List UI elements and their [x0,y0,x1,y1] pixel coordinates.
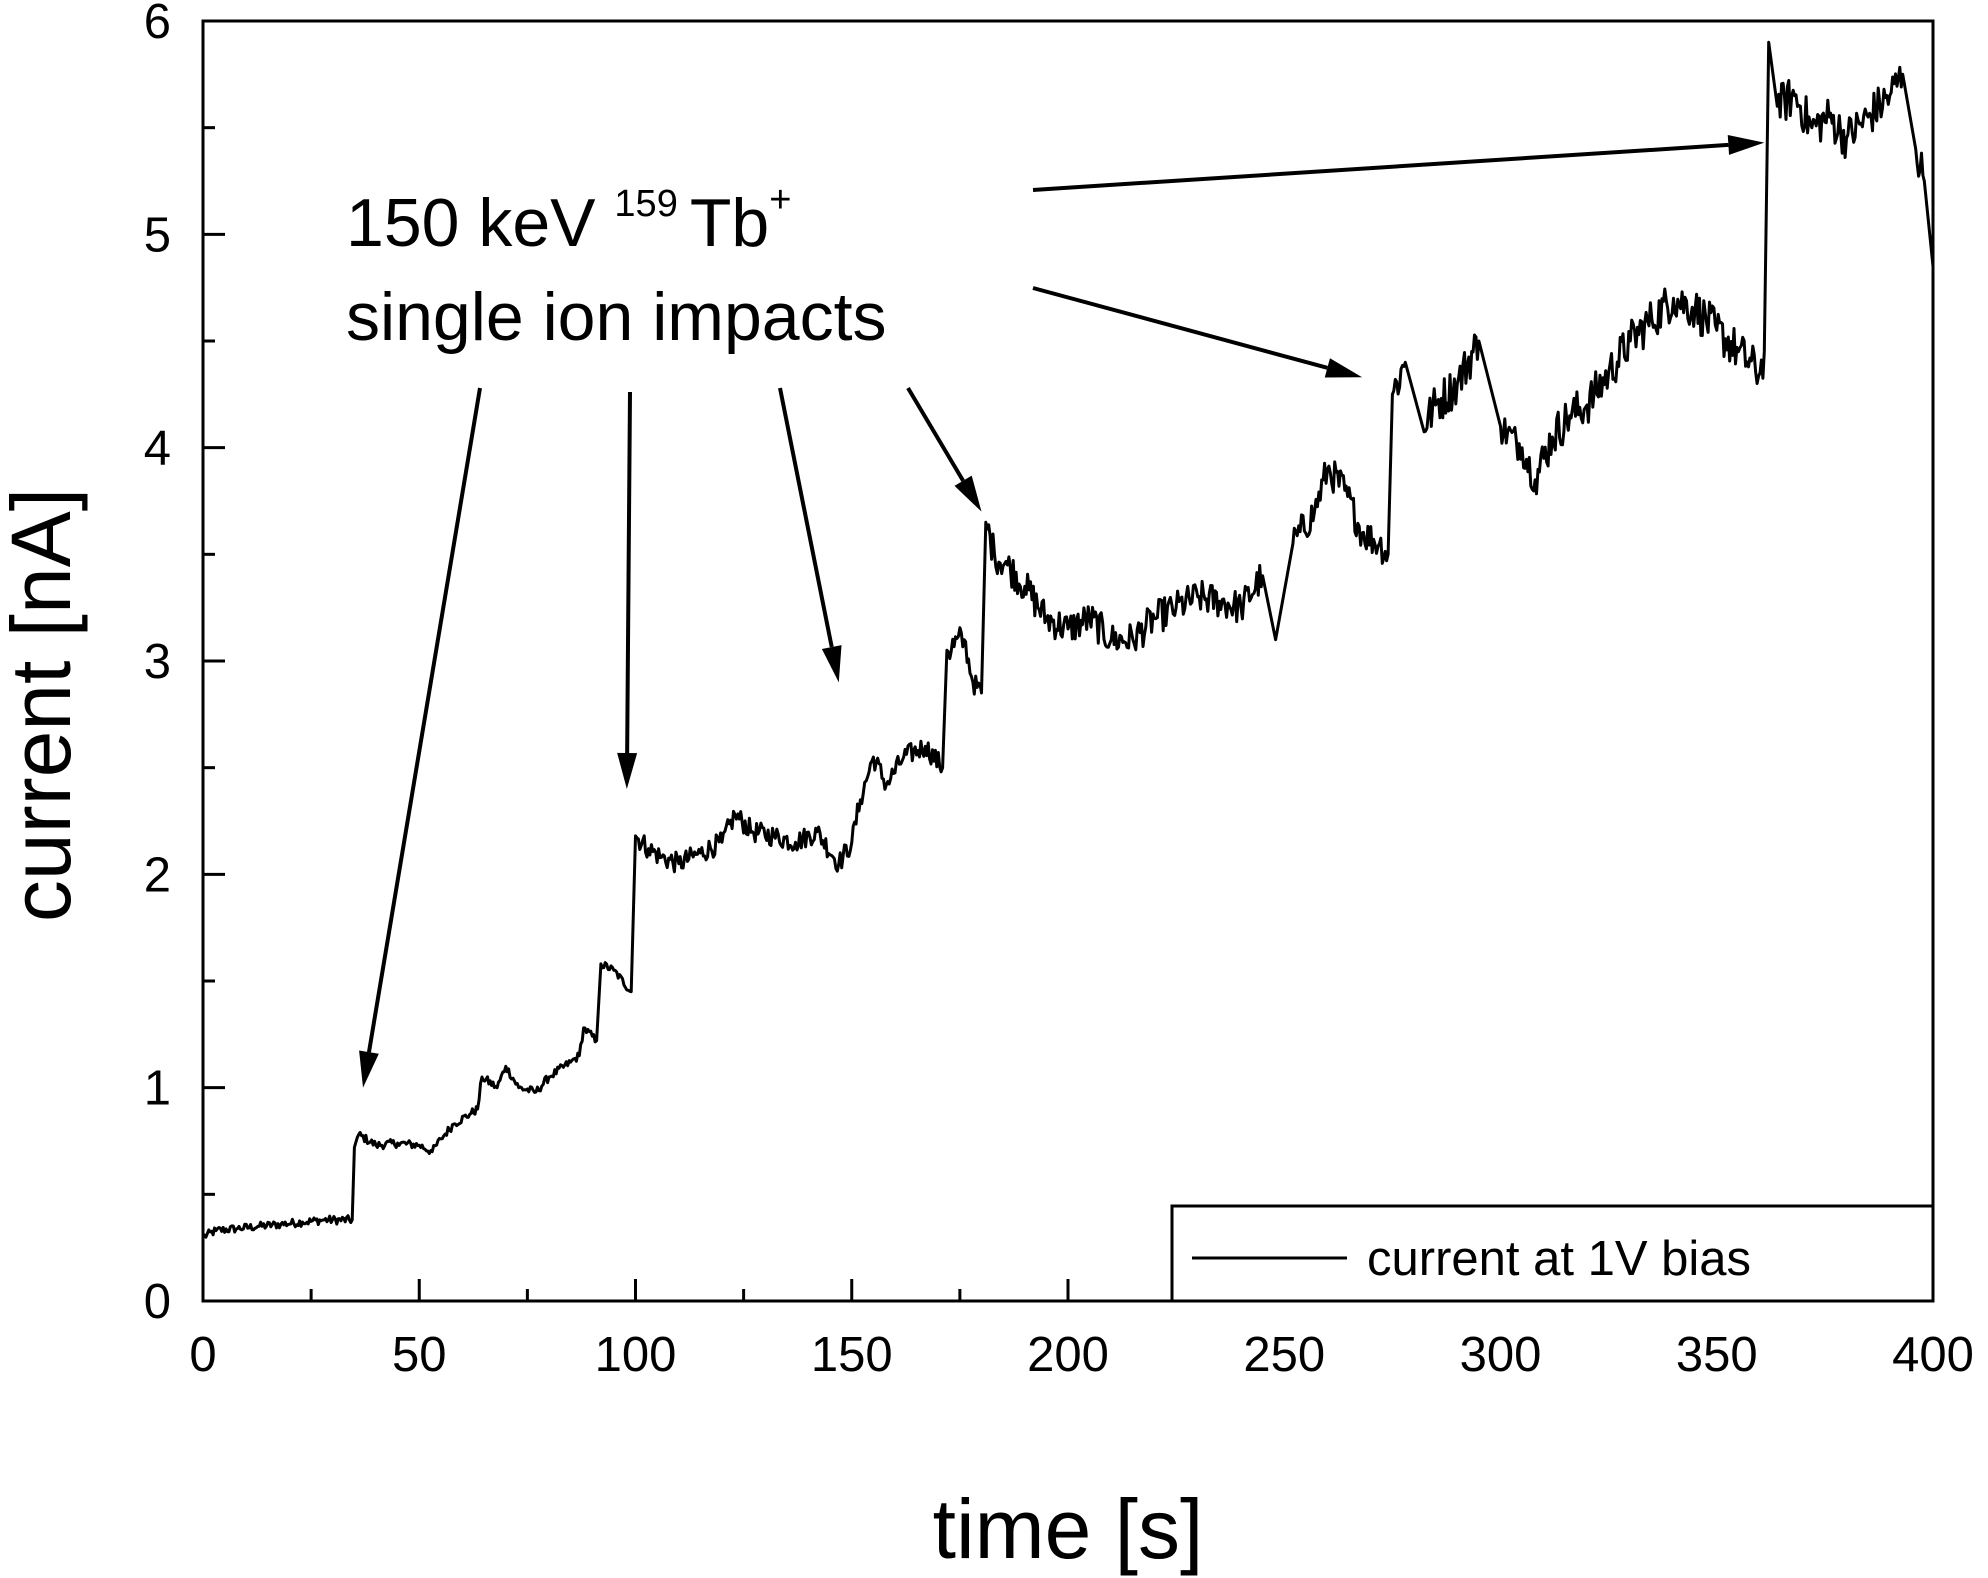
annotation-arrow-shaft [625,391,632,754]
annotation-energy: 150 keV [346,185,614,261]
x-tick-label: 300 [1460,1328,1542,1382]
annotation-arrow-shaft [366,387,482,1053]
annotation-arrow-head [1324,358,1363,378]
y-tick-label: 4 [144,422,171,476]
annotation-arrow-head [1727,134,1765,155]
annotation-line-1: 150 keV 159 Tb+ [346,179,791,261]
annotation-arrow-head [821,645,842,683]
x-tick-label: 200 [1027,1328,1109,1382]
x-tick-label: 150 [811,1328,893,1382]
annotation-arrow-shaft [906,386,965,482]
annotation-arrow-shaft [1032,142,1729,192]
annotation-charge-superscript: + [769,179,791,221]
legend: current at 1V bias [1170,1204,1935,1303]
x-tick-label: 0 [189,1328,216,1382]
annotation-arrow-head [954,475,982,512]
annotation-mass-superscript: 159 [614,183,677,225]
y-tick-label: 1 [144,1062,171,1116]
y-axis-ticks: 0 1 2 3 4 5 6 [144,0,225,1329]
x-tick-label: 400 [1892,1328,1974,1382]
x-tick-label: 100 [595,1328,677,1382]
annotation-element: Tb [690,185,769,261]
y-tick-label: 2 [144,848,171,902]
annotation-arrow-head [617,752,638,789]
y-tick-label: 0 [144,1275,171,1329]
x-tick-label: 250 [1243,1328,1325,1382]
y-axis-title: current [nA] [0,488,88,922]
y-tick-label: 6 [144,0,171,49]
annotation-line-2: single ion impacts [346,279,886,355]
annotation-arrow-head [359,1050,379,1088]
series-line-current [201,40,1935,1239]
y-tick-label: 5 [144,208,171,262]
x-axis-ticks: 0 50 100 150 200 250 300 350 400 [189,1279,1974,1382]
x-tick-label: 50 [392,1328,447,1382]
x-axis-title: time [s] [933,1482,1204,1576]
annotation-arrow-shaft [778,387,834,648]
y-tick-label: 3 [144,635,171,689]
x-tick-label: 350 [1676,1328,1758,1382]
legend-box [1170,1204,1935,1303]
annotation-arrow-shaft [1032,286,1328,370]
legend-label: current at 1V bias [1367,1232,1751,1286]
annotation-arrows [359,134,1765,1088]
